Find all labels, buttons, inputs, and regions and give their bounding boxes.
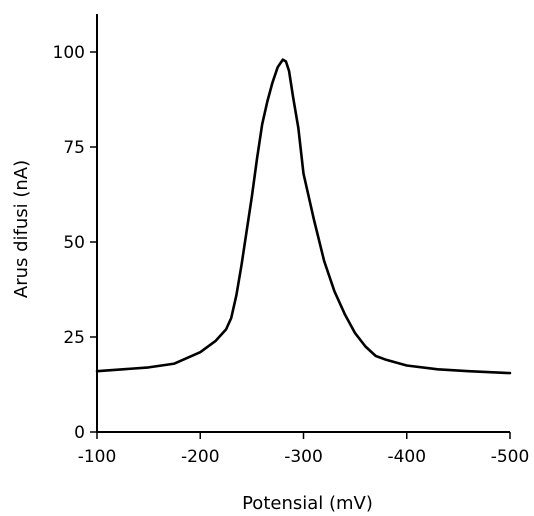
x-tick-label: -100 — [78, 447, 117, 467]
y-axis-label: Arus difusi (nA) — [11, 160, 32, 298]
data-series-line-0 — [95, 58, 512, 375]
y-tick-label: 25 — [63, 328, 85, 348]
axes: 0 25 50 75 100 -100 -200 -300 -400 -500 — [53, 14, 530, 467]
x-tick-label: -300 — [284, 447, 323, 467]
x-axis-label: Potensial (mV) — [242, 493, 373, 514]
y-tick-label: 0 — [74, 423, 85, 443]
plot-area — [95, 58, 512, 375]
y-tick-label: 75 — [63, 138, 85, 158]
x-tick-label: -400 — [387, 447, 426, 467]
x-tick-label: -500 — [491, 447, 530, 467]
x-tick-label: -200 — [181, 447, 220, 467]
y-tick-label: 50 — [63, 233, 85, 253]
y-tick-label: 100 — [53, 43, 85, 63]
